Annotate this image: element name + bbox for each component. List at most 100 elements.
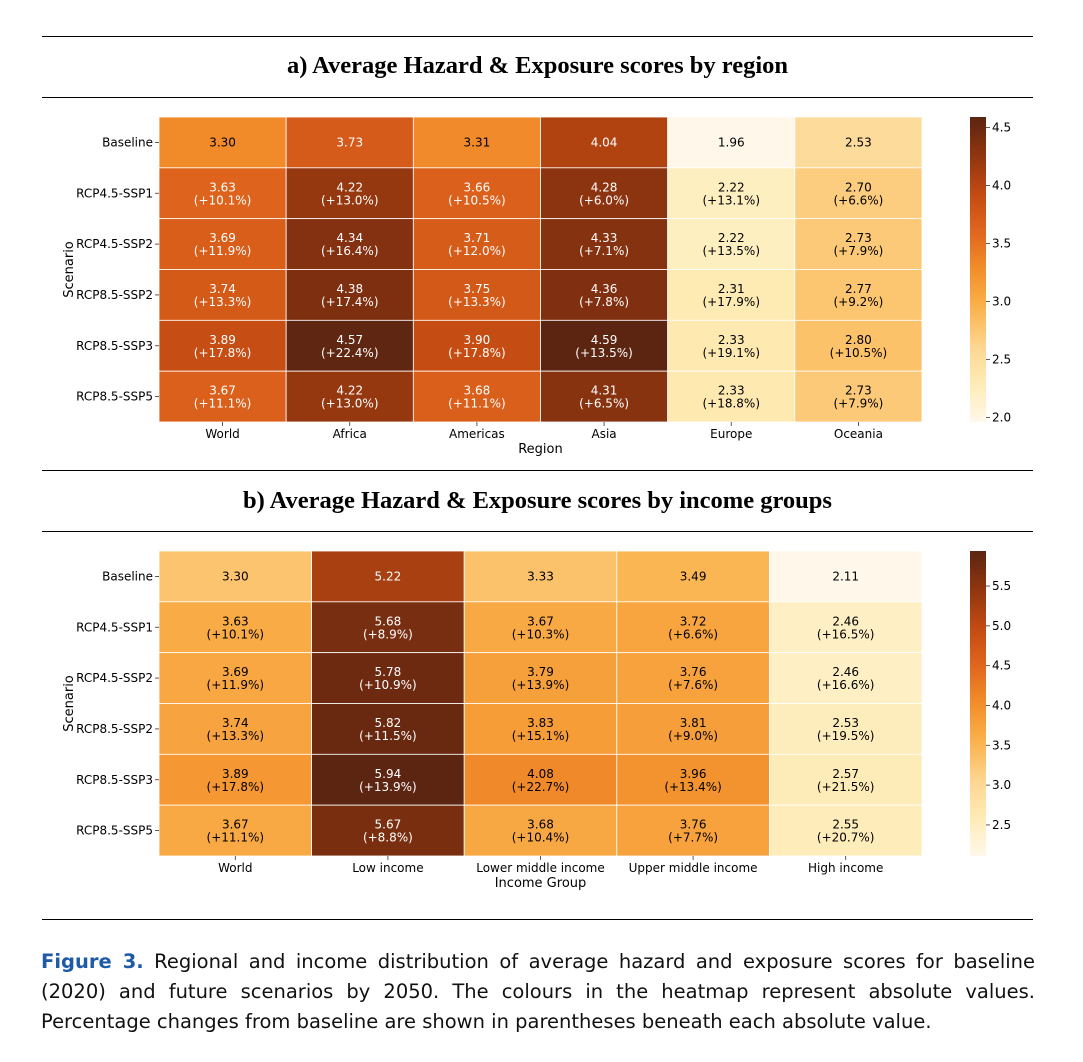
income-cell-value: 5.82 [375,716,402,730]
region-colorbar [970,117,986,422]
income-cell [158,601,313,654]
income-cell-pct: (+10.9%) [359,678,417,692]
income-cell-value: 3.79 [527,665,554,679]
income-cell-value: 3.63 [222,614,249,628]
income-cell [463,601,618,654]
region-cell-pct: (+13.1%) [702,193,760,207]
region-cell-pct: (+11.1%) [194,397,252,411]
region-cell [285,116,414,169]
income-cell [769,753,923,806]
region-colorbar-tick-label: 2.5 [992,352,1011,366]
income-cell-pct: (+8.9%) [363,627,413,641]
region-cell [412,269,541,321]
region-y-tick-label: RCP4.5-SSP2 [76,237,153,251]
region-cell-value: 2.33 [718,384,745,398]
region-x-tick-label: Asia [592,427,617,441]
region-cell-value: 3.71 [464,231,491,245]
income-cell-value: 3.74 [222,716,249,730]
region-cell-value: 2.53 [845,135,872,149]
income-cell [769,703,923,755]
income-cell [463,550,618,603]
region-cell-pct: (+22.4%) [321,346,379,360]
income-y-tick-label: RCP8.5-SSP3 [76,773,153,787]
region-cell-value: 3.90 [464,333,491,347]
income-x-tick-label: Lower middle income [476,861,605,875]
region-cell-value: 2.73 [845,384,872,398]
income-y-tick-label: RCP8.5-SSP2 [76,722,153,736]
region-colorbar-tick-label: 4.5 [992,120,1011,134]
region-cell-value: 3.68 [464,384,491,398]
income-cell-pct: (+13.4%) [664,780,722,794]
income-cell-value: 2.46 [832,614,859,628]
region-cell-value: 2.80 [845,333,872,347]
region-x-tick-label: Oceania [834,427,883,441]
income-cell-pct: (+11.9%) [207,678,265,692]
income-x-tick-label: Low income [352,861,423,875]
region-cell-value: 2.31 [718,282,745,296]
income-cell [769,652,923,704]
income-cell-value: 2.53 [832,716,859,730]
region-cell-value: 2.22 [718,231,745,245]
region-cell-value: 2.33 [718,333,745,347]
region-cell-pct: (+19.1%) [702,346,760,360]
region-cell-pct: (+10.5%) [448,193,506,207]
income-colorbar-tick-label: 4.5 [992,659,1011,673]
region-cell-pct: (+7.9%) [833,397,883,411]
income-cell [463,804,618,857]
income-cell [311,601,465,654]
region-cell-value: 3.67 [209,384,236,398]
region-x-tick-label: Americas [449,427,505,441]
region-x-axis-label: Region [518,442,563,457]
income-cell-pct: (+13.3%) [207,729,265,743]
region-cell-value: 2.22 [718,180,745,194]
income-cell-pct: (+20.7%) [817,831,875,845]
income-x-axis-label: Income Group [495,876,587,891]
region-x-tick-label: Africa [333,427,367,441]
income-cell-pct: (+7.7%) [668,831,718,845]
region-cell-pct: (+7.8%) [579,295,629,309]
region-cell-pct: (+10.1%) [194,193,252,207]
region-y-tick-label: RCP4.5-SSP1 [76,186,153,200]
income-cell-pct: (+16.6%) [817,678,875,692]
region-cell [667,319,796,372]
panel-a-title: a) Average Hazard & Exposure scores by r… [286,52,789,79]
panel-separator-rule [42,470,1033,471]
region-cell-value: 4.34 [336,231,363,245]
income-y-tick-label: RCP8.5-SSP5 [76,824,153,838]
region-cell [794,167,923,220]
income-cell [769,601,923,654]
region-cell [412,116,541,169]
income-cell-pct: (+8.8%) [363,831,413,845]
income-cell-value: 5.22 [375,569,402,583]
panel-b-title: b) Average Hazard & Exposure scores by i… [243,487,832,514]
region-cell-value: 4.31 [591,384,618,398]
region-cell-value: 4.57 [336,333,363,347]
income-cell [158,753,313,806]
income-cell-value: 3.76 [680,818,707,832]
caption-text: Regional and income distribution of aver… [41,950,1036,1033]
panel-b-title-rule [42,531,1033,532]
income-cell-pct: (+13.9%) [512,678,570,692]
region-cell-value: 3.31 [464,135,491,149]
income-cell-value: 5.68 [375,614,402,628]
region-cell-value: 3.73 [336,135,363,149]
region-cell-pct: (+17.8%) [448,346,506,360]
income-cell-pct: (+11.1%) [207,831,265,845]
income-cell-value: 3.83 [527,716,554,730]
income-cell-pct: (+19.5%) [817,729,875,743]
income-y-tick-label: Baseline [102,569,153,583]
region-cell-value: 3.30 [209,135,236,149]
region-y-tick-label: RCP8.5-SSP3 [76,339,153,353]
region-cell-value: 4.36 [591,282,618,296]
income-colorbar-tick-label: 3.5 [992,738,1011,752]
region-colorbar-tick-label: 4.0 [992,178,1011,192]
income-cell-pct: (+17.8%) [207,780,265,794]
region-cell-pct: (+13.0%) [321,397,379,411]
region-cell [794,218,923,270]
income-x-tick-label: High income [808,861,883,875]
income-x-tick-label: World [218,861,252,875]
region-cell [158,319,287,372]
income-colorbar-tick-label: 4.0 [992,698,1011,712]
region-cell-value: 4.04 [591,135,618,149]
region-cell-value: 1.96 [718,135,745,149]
